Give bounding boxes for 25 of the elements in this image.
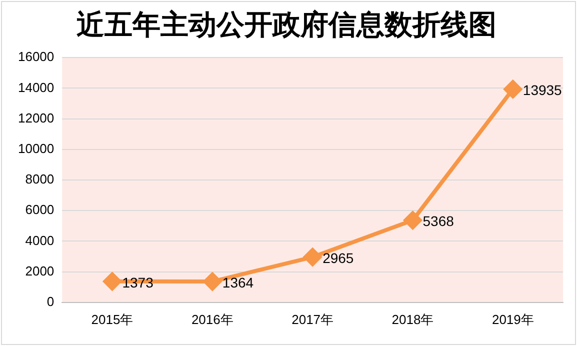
data-label: 2965 bbox=[322, 250, 354, 266]
x-tick-label: 2018年 bbox=[392, 312, 434, 327]
chart-title: 近五年主动公开政府信息数折线图 bbox=[76, 9, 496, 42]
y-tick-label: 2000 bbox=[25, 263, 54, 278]
y-tick-label: 4000 bbox=[25, 232, 54, 248]
point bbox=[103, 272, 122, 290]
y-tick-label: 8000 bbox=[25, 172, 54, 187]
point bbox=[304, 248, 322, 266]
x-tick-label: 2016年 bbox=[191, 312, 234, 327]
x-tick-label: 2019年 bbox=[492, 312, 534, 327]
point bbox=[404, 211, 422, 230]
y-tick-label: 10000 bbox=[18, 140, 54, 156]
point bbox=[504, 80, 522, 98]
x-tick-label: 2015年 bbox=[91, 312, 134, 327]
y-tick-label: 6000 bbox=[25, 202, 54, 218]
data-label: 5368 bbox=[422, 213, 454, 230]
data-label: 1373 bbox=[122, 274, 154, 290]
y-tick-label: 16000 bbox=[18, 49, 54, 64]
point bbox=[203, 272, 222, 291]
data-label: 13935 bbox=[522, 82, 562, 98]
x-tick-label: 2017年 bbox=[292, 312, 334, 327]
data-label: 1364 bbox=[222, 274, 254, 290]
y-tick-label: 12000 bbox=[18, 110, 54, 126]
y-tick-label: 14000 bbox=[18, 80, 54, 95]
y-tick-label: 0 bbox=[46, 294, 54, 309]
